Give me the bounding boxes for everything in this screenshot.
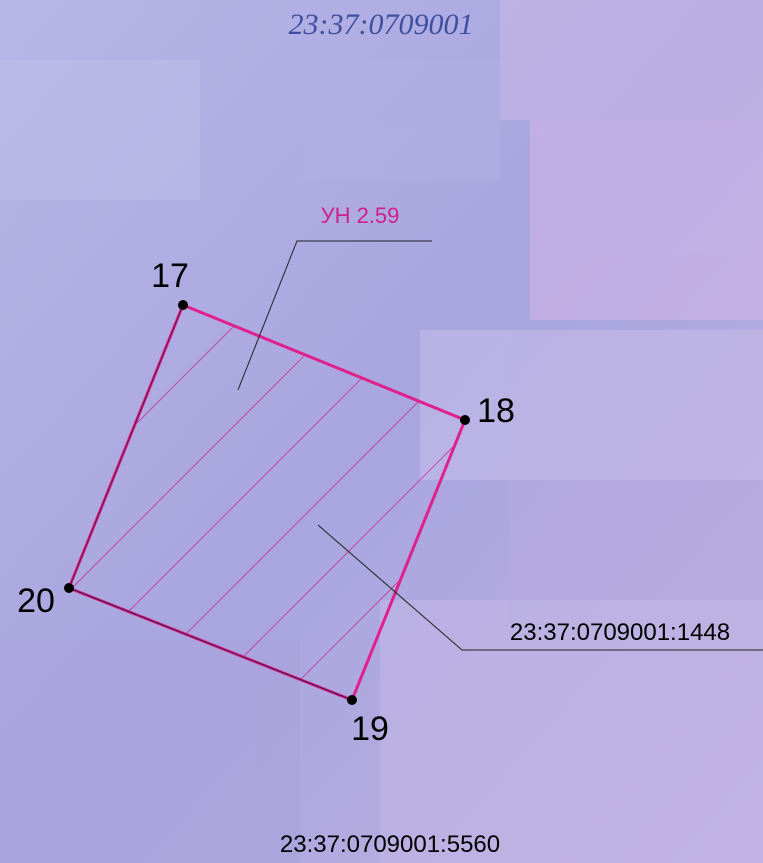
point-label: 20 [17,582,55,620]
neighbor-parcel-number: 23:37:0709001:5560 [280,831,500,858]
point-label: 19 [351,710,389,748]
point-label: 17 [151,257,189,295]
parcel-number: 23:37:0709001:1448 [510,619,730,646]
map: 23:37:0709001 17 18 19 20 УН 2.59 23:37:… [0,0,763,863]
quarter-number: 23:37:0709001 [289,8,474,41]
point-label: 18 [477,392,515,430]
zone-label: УН 2.59 [321,203,400,228]
page: 23:37:0709001 17 18 19 20 УН 2.59 23:37:… [0,0,763,863]
